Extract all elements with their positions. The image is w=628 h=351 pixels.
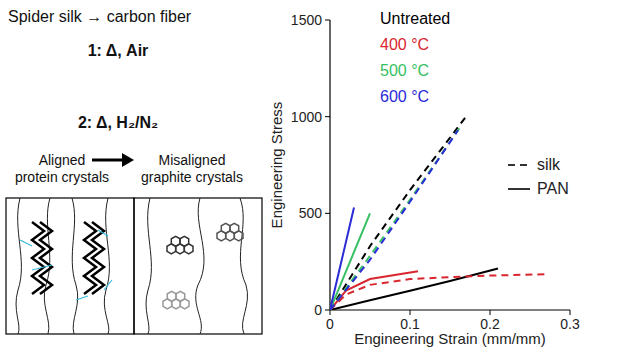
x-axis-title: Engineering Strain (mm/mm): [354, 330, 546, 347]
crosslink: [20, 240, 32, 246]
chain: [240, 198, 248, 334]
arrow: [92, 159, 124, 162]
text-line: graphite crystals: [141, 169, 243, 185]
y-tick: [325, 213, 330, 214]
graphite-ring: [167, 244, 176, 254]
x-tick-label: 0: [326, 316, 334, 332]
graphite-ring: [176, 244, 185, 254]
chain: [146, 198, 151, 334]
legend-entry: Untreated: [380, 10, 450, 27]
step-label: 1: Δ, Air: [88, 42, 149, 59]
legend-entry: 600 °C: [380, 88, 429, 105]
graphite-ring: [172, 299, 181, 309]
chain: [196, 198, 204, 334]
crosslink: [32, 265, 52, 270]
x-tick: [490, 310, 491, 315]
graphite-ring: [217, 231, 226, 241]
series-line: [330, 208, 354, 310]
graphite-ring: [184, 244, 193, 254]
state-label: Misalignedgraphite crystals: [141, 152, 243, 185]
legend-entry: PAN: [537, 180, 569, 197]
x-tick: [330, 310, 331, 315]
state-label: Alignedprotein crystals: [15, 152, 109, 185]
crosslink: [76, 296, 88, 300]
diagram-title: Spider silk → carbon fiber: [8, 8, 192, 25]
series-line: [330, 268, 498, 310]
legend-entry: 500 °C: [380, 62, 429, 79]
y-tick-label: 0: [314, 302, 322, 318]
figure: 05001000150000.10.20.3Engineering Strain…: [0, 0, 628, 351]
x-tick-label: 0.3: [560, 316, 580, 332]
text-line: Misaligned: [159, 152, 226, 168]
y-tick: [325, 116, 330, 117]
y-tick: [325, 20, 330, 21]
x-tick: [410, 310, 411, 315]
y-tick-label: 1000: [291, 109, 322, 125]
legend-swatch: [508, 164, 530, 166]
series-line: [330, 124, 462, 310]
crosslink: [104, 280, 112, 290]
legend-entry: 400 °C: [380, 36, 429, 53]
y-tick: [325, 310, 330, 311]
chain: [72, 198, 78, 334]
axes: 05001000150000.10.20.3Engineering Strain…: [268, 12, 580, 347]
legend: Untreated 400 °C 500 °C 600 °C silk PAN: [380, 10, 569, 197]
y-tick-label: 500: [299, 205, 323, 221]
y-tick-label: 1500: [291, 12, 322, 28]
series-lines: [330, 117, 546, 310]
text-line: protein crystals: [15, 169, 109, 185]
y-axis-title: Engineering Stress: [268, 102, 285, 229]
crosslink: [98, 230, 108, 236]
graphite-ring: [163, 299, 172, 309]
box: [6, 198, 134, 334]
arrow-head: [122, 153, 134, 167]
graphite-ring: [226, 231, 235, 241]
graphite-ring: [234, 231, 243, 241]
series-line: [330, 274, 546, 310]
y-axis: [329, 20, 330, 310]
protein-crystal: [40, 222, 52, 294]
series-line: [330, 130, 458, 310]
x-axis: [330, 309, 570, 310]
x-tick: [570, 310, 571, 315]
legend-swatch: [508, 188, 530, 190]
step-label: 2: Δ, H₂/N₂: [78, 114, 158, 131]
diagram: Spider silk → carbon fiber 1: Δ, Air 2: Δ,…: [6, 8, 262, 334]
box: [134, 198, 262, 334]
legend-entry: silk: [537, 156, 561, 173]
chain: [104, 198, 109, 334]
chain: [16, 198, 21, 334]
graphite-ring: [180, 299, 189, 309]
text-line: Aligned: [39, 152, 86, 168]
